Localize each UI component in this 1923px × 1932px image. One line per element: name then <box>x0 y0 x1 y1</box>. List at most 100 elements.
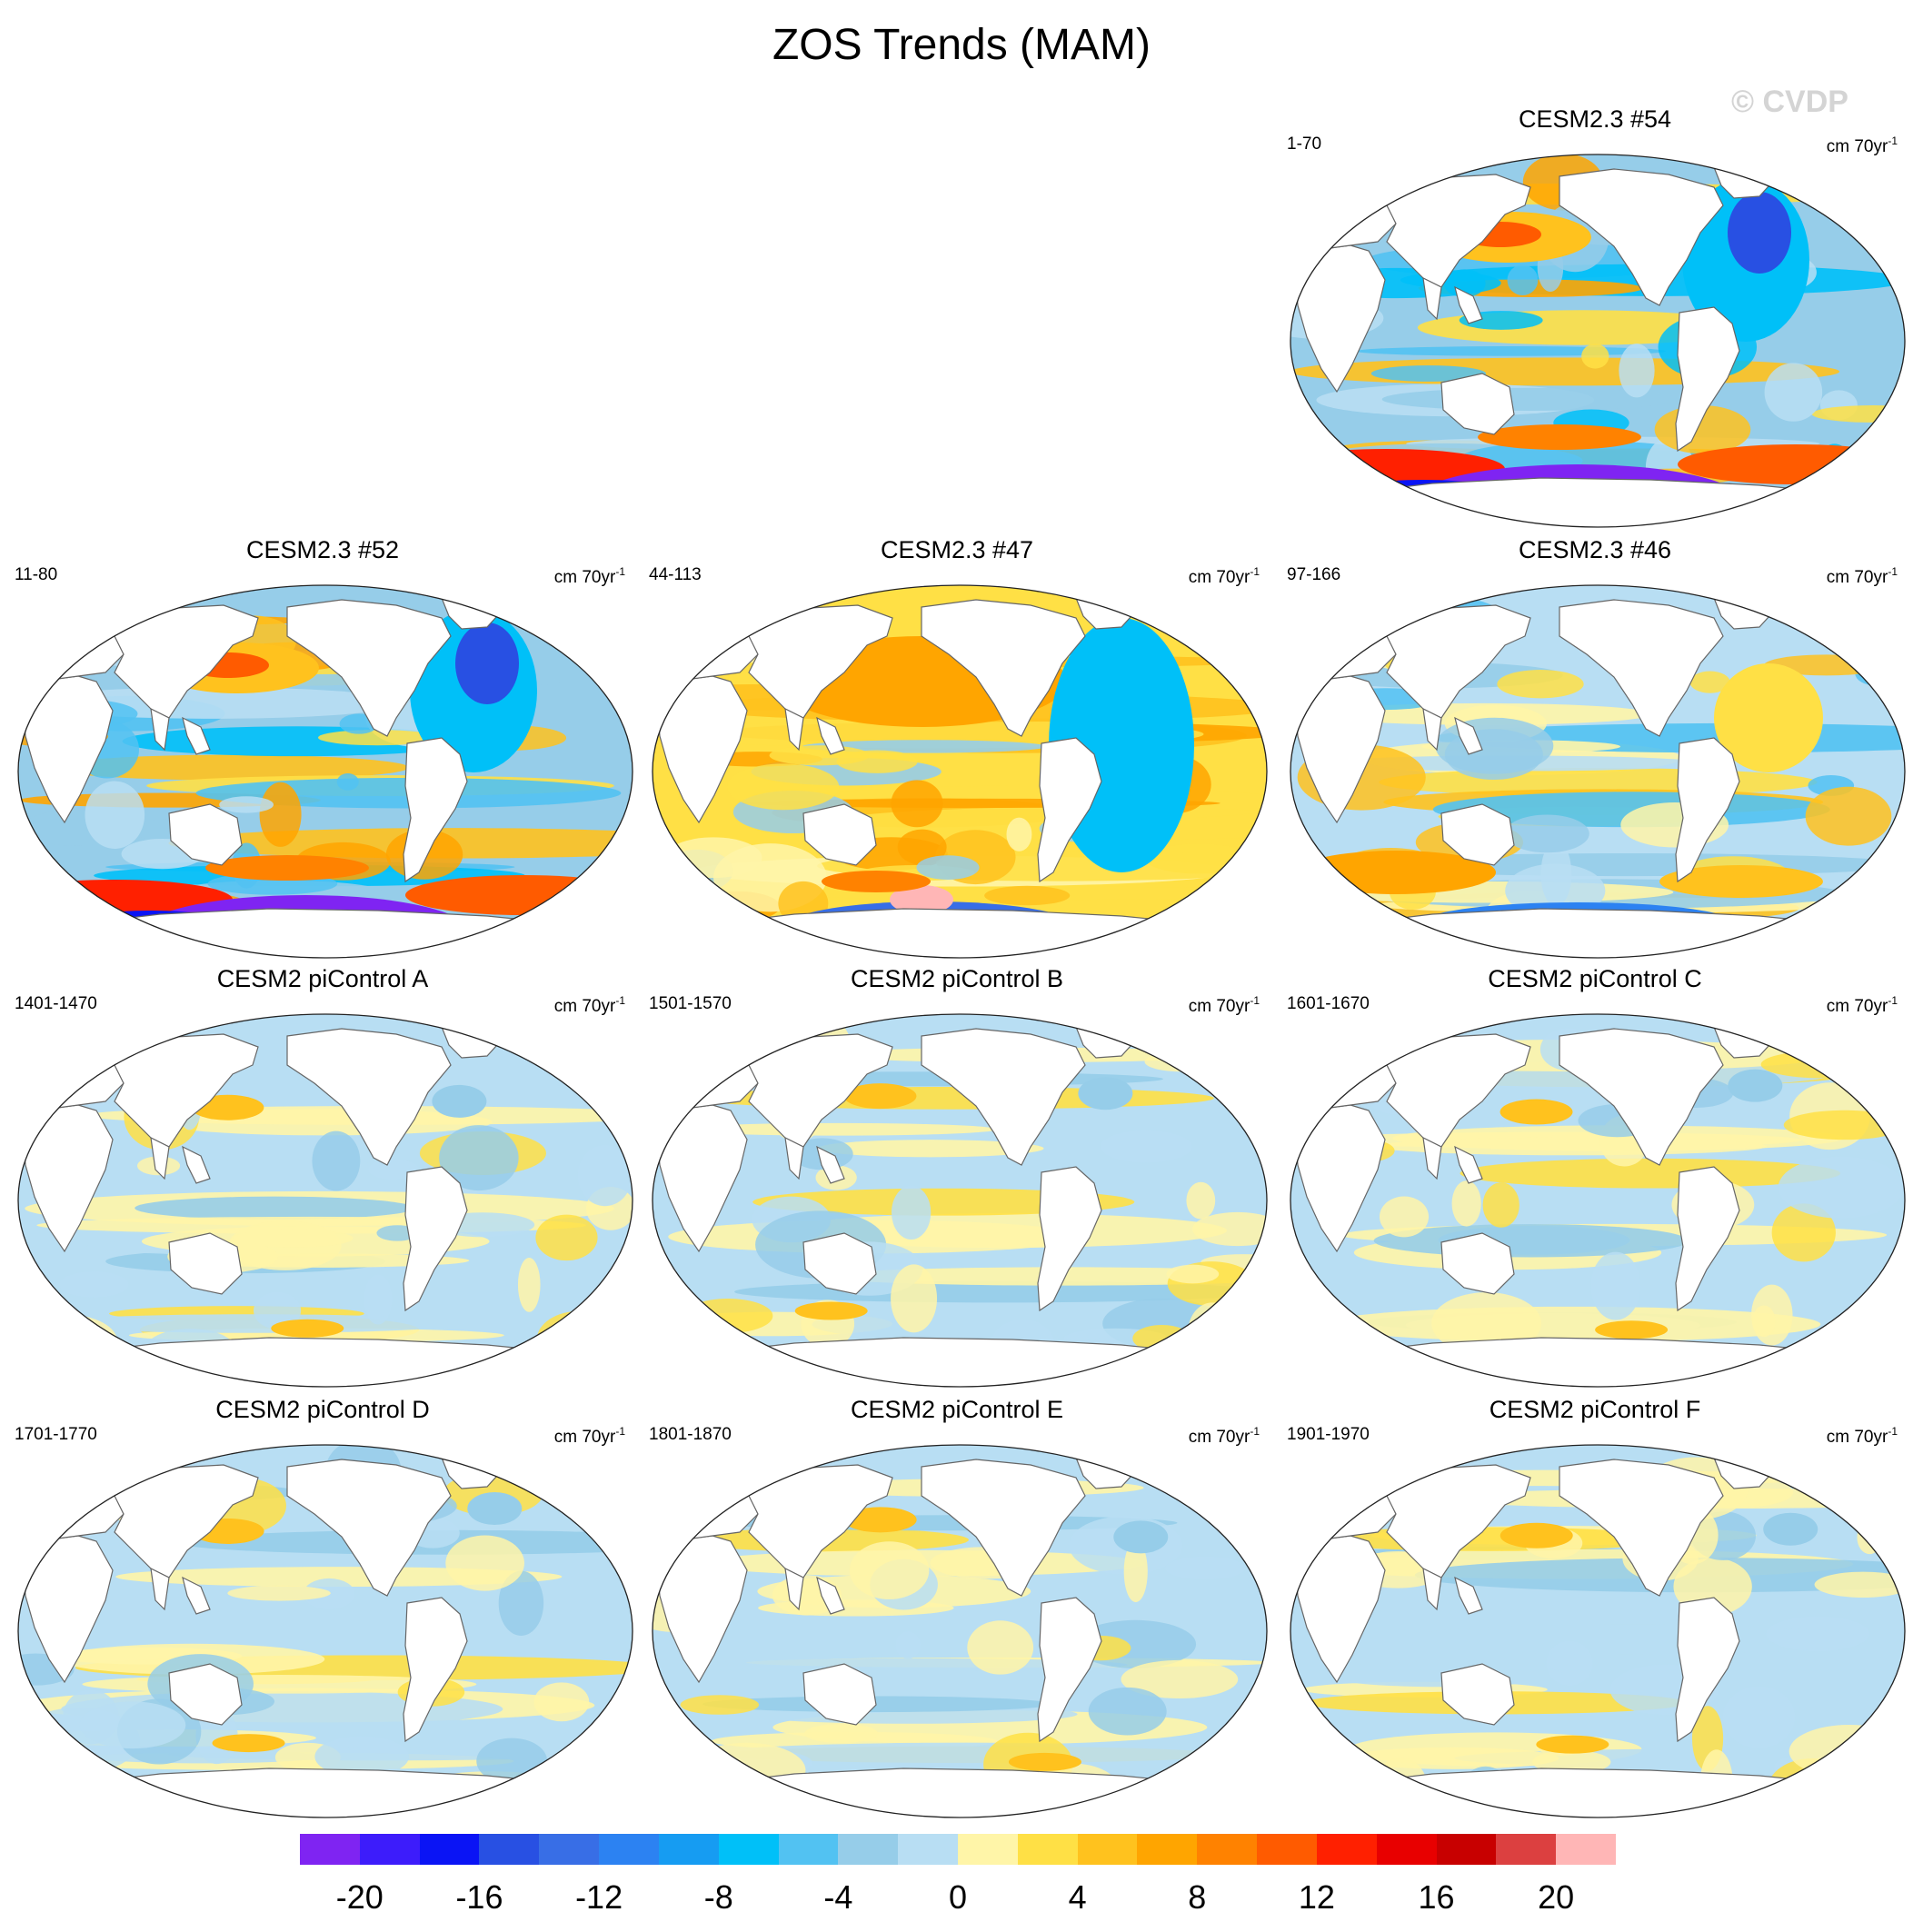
map-panel: CESM2 piControl A 1401-1470 cm 70yr-1 <box>9 965 636 1392</box>
units-exponent: -1 <box>1888 1425 1898 1438</box>
map-border <box>1290 1444 1906 1818</box>
trend-field <box>1290 585 1905 958</box>
landmass-namerica <box>1559 599 1724 737</box>
map-svg <box>17 1013 633 1388</box>
colorbar-swatch <box>300 1834 361 1865</box>
map-svg <box>17 1444 633 1818</box>
colorbar-tick-label: -4 <box>823 1878 853 1916</box>
landmass-asia <box>739 604 893 719</box>
landmass-australia <box>802 803 877 866</box>
panel-title: CESM2 piControl D <box>215 1396 430 1423</box>
panel-title: CESM2 piControl A <box>216 965 429 992</box>
panel-title: CESM2.3 #52 <box>245 536 400 563</box>
map-border <box>17 1013 633 1388</box>
trend-field <box>653 1014 1267 1387</box>
landmass-asia <box>739 1464 893 1578</box>
landmass-india <box>1422 1136 1442 1180</box>
panel-units: cm 70yr-1 <box>554 991 625 1017</box>
landmass-samerica <box>1037 1597 1102 1743</box>
colorbar-swatch <box>539 1834 600 1865</box>
landmass-samerica <box>1675 1597 1740 1743</box>
panel-title: CESM2 piControl E <box>850 1396 1064 1423</box>
landmass-namerica <box>286 1028 452 1166</box>
landmass-samerica <box>1037 737 1102 883</box>
map-panel: CESM2.3 #54 1-70 cm 70yr-1 <box>1281 105 1908 533</box>
landmass-samerica <box>1675 737 1740 883</box>
colorbar-tick-label: -20 <box>335 1878 384 1916</box>
landmass-seasia <box>1454 285 1483 324</box>
units-exponent: -1 <box>615 565 625 578</box>
colorbar-swatch <box>958 1834 1019 1865</box>
map-svg <box>1290 584 1906 959</box>
landmass-australia <box>802 1663 877 1726</box>
map-border <box>17 584 633 959</box>
panel-period: 44-113 <box>649 565 702 584</box>
panel-units: cm 70yr-1 <box>554 562 625 588</box>
trend-field <box>1290 154 1905 527</box>
map-panel: CESM2 piControl E 1801-1870 cm 70yr-1 <box>643 1396 1270 1823</box>
world-map <box>15 582 636 961</box>
colorbar-swatch <box>1316 1834 1378 1865</box>
trend-field <box>653 1445 1267 1817</box>
units-text: cm 70yr <box>1188 997 1250 1016</box>
colorbar-tick-label: -12 <box>575 1878 623 1916</box>
colorbar-swatch <box>359 1834 421 1865</box>
units-text: cm 70yr <box>1188 1428 1250 1447</box>
landmass-namerica <box>286 599 452 737</box>
map-border <box>1290 154 1906 528</box>
landmass-seasia <box>1454 716 1483 755</box>
trend-field <box>18 1445 633 1817</box>
map-svg <box>652 584 1268 959</box>
landmass-seasia <box>182 716 211 755</box>
colorbar: -20 -16 -12 -8 -4 0 4 8 12 16 20 <box>300 1834 1617 1925</box>
landmass-seasia <box>816 1145 845 1184</box>
panel-period: 1401-1470 <box>15 994 97 1013</box>
units-text: cm 70yr <box>1826 137 1888 156</box>
landmass-india <box>784 1136 804 1180</box>
landmass-india <box>1422 276 1442 321</box>
world-map <box>649 1011 1270 1390</box>
panel-title: CESM2 piControl F <box>1489 1396 1701 1423</box>
landmass-seasia <box>1454 1576 1483 1615</box>
map-svg <box>1290 1013 1906 1388</box>
panel-title: CESM2 piControl B <box>850 965 1064 992</box>
panel-period: 1501-1570 <box>649 994 732 1013</box>
landmass-seasia <box>816 1576 845 1615</box>
panel-units: cm 70yr-1 <box>1189 1421 1260 1448</box>
landmass-samerica <box>403 1166 468 1312</box>
map-panel: CESM2 piControl B 1501-1570 cm 70yr-1 <box>643 965 1270 1392</box>
landmass-namerica <box>921 599 1086 737</box>
map-panel: CESM2 piControl D 1701-1770 cm 70yr-1 <box>9 1396 636 1823</box>
panel-period: 11-80 <box>15 565 58 584</box>
units-exponent: -1 <box>1888 994 1898 1007</box>
map-panel: CESM2 piControl C 1601-1670 cm 70yr-1 <box>1281 965 1908 1392</box>
landmass-seasia <box>816 716 845 755</box>
landmass-asia <box>1377 174 1531 288</box>
units-text: cm 70yr <box>1826 568 1888 587</box>
colorbar-swatch <box>1077 1834 1138 1865</box>
landmass-australia <box>802 1232 877 1295</box>
landmass-namerica <box>286 1459 452 1597</box>
colorbar-tick-label: 16 <box>1418 1878 1455 1916</box>
map-border <box>652 584 1268 959</box>
colorbar-swatch <box>1197 1834 1258 1865</box>
landmass-asia <box>1377 1464 1531 1578</box>
colorbar-swatch <box>1137 1834 1198 1865</box>
panel-units: cm 70yr-1 <box>1189 991 1260 1017</box>
colorbar-tick-label: 4 <box>1068 1878 1087 1916</box>
colorbar-swatch <box>1017 1834 1079 1865</box>
landmass-samerica <box>403 1597 468 1743</box>
landmass-seasia <box>182 1576 211 1615</box>
map-panel: CESM2 piControl F 1901-1970 cm 70yr-1 <box>1281 1396 1908 1823</box>
colorbar-swatch <box>898 1834 959 1865</box>
colorbar-swatch <box>658 1834 720 1865</box>
world-map <box>1287 1011 1908 1390</box>
units-text: cm 70yr <box>553 997 616 1016</box>
world-map <box>1287 582 1908 961</box>
landmass-asia <box>105 604 259 719</box>
map-panel: CESM2.3 #46 97-166 cm 70yr-1 <box>1281 536 1908 963</box>
colorbar-swatch <box>1257 1834 1318 1865</box>
units-exponent: -1 <box>1250 565 1260 578</box>
panel-units: cm 70yr-1 <box>1827 1421 1898 1448</box>
panel-period: 1901-1970 <box>1287 1425 1370 1444</box>
